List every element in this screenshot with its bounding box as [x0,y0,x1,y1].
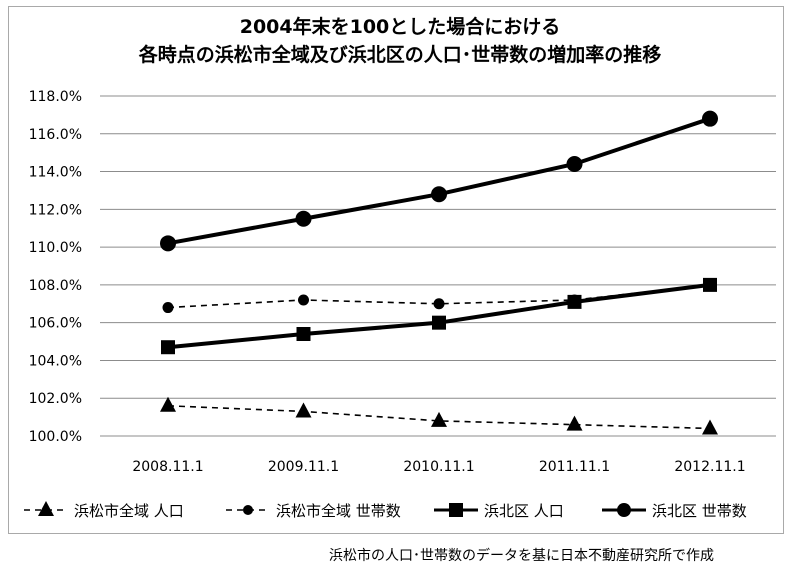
data-point [296,327,311,341]
data-point [566,415,583,431]
x-tick-label: 2010.11.1 [403,459,474,475]
legend-marker [449,503,463,517]
y-tick-label: 118.0% [29,89,82,105]
x-tick-label: 2012.11.1 [674,459,745,475]
chart-title-line-2: 各時点の浜松市全域及び浜北区の人口･世帯数の増加率の推移 [138,44,662,66]
data-point [566,156,583,172]
legend-label: 浜北区 世帯数 [652,502,747,520]
y-tick-label: 112.0% [29,202,82,218]
legend-marker [243,505,253,515]
legend-item: 浜松市全域 人口 [24,501,184,520]
data-point [431,411,447,427]
y-tick-label: 104.0% [29,353,82,369]
y-tick-label: 100.0% [29,429,82,445]
data-point [161,340,175,355]
legend-marker [38,501,54,516]
data-point [162,302,174,314]
x-tick-label: 2009.11.1 [268,459,339,475]
data-point [295,210,312,227]
x-tick-label: 2008.11.1 [132,459,203,475]
legend-label: 浜北区 人口 [484,502,564,520]
data-point [160,396,176,412]
y-tick-label: 116.0% [29,127,82,143]
data-point [567,294,582,309]
data-point [160,235,176,252]
legend-label: 浜松市全域 世帯数 [276,502,401,520]
legend-marker [617,503,631,517]
chart-title-line-1: 2004年末を100とした場合における [239,16,561,38]
legend-item: 浜北区 世帯数 [602,502,747,520]
data-point [702,110,718,127]
y-tick-label: 110.0% [29,240,82,256]
data-point [702,419,718,435]
x-tick-label: 2011.11.1 [539,459,610,475]
data-point [703,277,717,292]
source-note: 浜松市の人口･世帯数のデータを基に日本不動産研究所で作成 [329,548,714,564]
series-line-1 [167,404,711,430]
y-tick-label: 114.0% [29,165,82,181]
data-point [433,298,445,310]
legend-item: 浜北区 人口 [434,502,564,520]
chart-frame [8,6,784,534]
y-tick-label: 102.0% [29,391,82,407]
data-point [298,294,309,306]
legend-item: 浜松市全域 世帯数 [226,502,401,520]
y-tick-label: 108.0% [29,278,82,294]
data-point [432,315,446,330]
data-point [431,186,447,203]
series-line-4 [167,116,711,246]
legend-label: 浜松市全域 人口 [74,502,184,520]
y-tick-label: 106.0% [29,316,82,332]
data-point [295,402,312,418]
